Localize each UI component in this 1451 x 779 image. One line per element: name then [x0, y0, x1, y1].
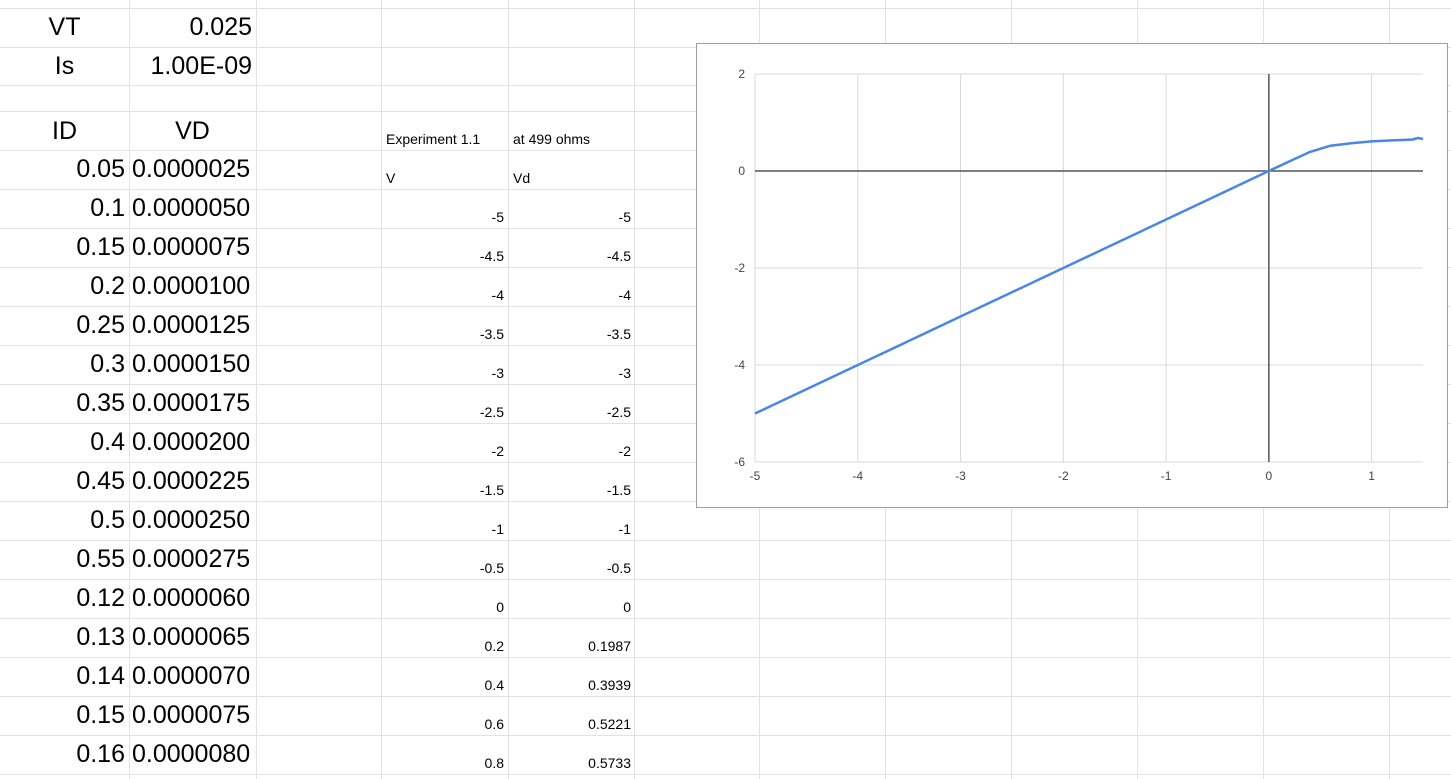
vd-cell[interactable]: 0.0000080 — [132, 740, 251, 768]
v-header-cell[interactable]: V — [386, 170, 396, 186]
v-cell[interactable]: -1 — [491, 521, 504, 537]
v-cell[interactable]: 0.4 — [484, 677, 504, 693]
id-cell[interactable]: 0.1 — [90, 194, 125, 222]
id-cell[interactable]: 0.15 — [76, 701, 125, 729]
vd-col-header-cell[interactable]: Vd — [513, 170, 531, 186]
x-tick-label: 1 — [1368, 469, 1375, 483]
v-cell[interactable]: -4 — [491, 287, 504, 303]
v-cell[interactable]: -0.5 — [479, 560, 504, 576]
y-tick-label: -6 — [734, 455, 745, 469]
vd-value-cell[interactable]: -3.5 — [606, 326, 631, 342]
vd-cell[interactable]: 0.0000025 — [132, 155, 251, 183]
vd-cell[interactable]: 0.0000150 — [132, 350, 251, 378]
id-cell[interactable]: 0.05 — [76, 155, 125, 183]
id-cell[interactable]: 0.12 — [76, 584, 125, 612]
id-cell[interactable]: 0.13 — [76, 623, 125, 651]
v-cell[interactable]: 0.2 — [484, 638, 504, 654]
v-cell[interactable]: -2.5 — [479, 404, 504, 420]
x-tick-label: 0 — [1266, 469, 1273, 483]
vd-cell[interactable]: 0.0000175 — [132, 389, 251, 417]
vt-value-cell[interactable]: 0.025 — [189, 12, 252, 41]
experiment-title-cell[interactable]: Experiment 1.1 — [386, 131, 481, 147]
vd-cell[interactable]: 0.0000050 — [132, 194, 251, 222]
y-tick-label: -2 — [734, 261, 745, 275]
id-header-cell[interactable]: ID — [52, 116, 77, 145]
v-cell[interactable]: 0.6 — [484, 716, 504, 732]
is-value-cell[interactable]: 1.00E-09 — [150, 51, 252, 80]
vd-cell[interactable]: 0.0000100 — [132, 272, 251, 300]
vd-cell[interactable]: 0.0000075 — [132, 701, 251, 729]
y-tick-label: 2 — [738, 67, 745, 81]
id-cell[interactable]: 0.4 — [90, 428, 125, 456]
v-cell[interactable]: -4.5 — [479, 248, 504, 264]
x-tick-label: -3 — [955, 469, 966, 483]
id-cell[interactable]: 0.5 — [90, 506, 125, 534]
vd-value-cell[interactable]: -3 — [618, 365, 631, 381]
vd-value-cell[interactable]: -1.5 — [606, 482, 631, 498]
vd-value-cell[interactable]: -4.5 — [606, 248, 631, 264]
v-cell[interactable]: -5 — [491, 209, 504, 225]
vd-value-cell[interactable]: 0 — [623, 599, 631, 615]
v-cell[interactable]: -2 — [491, 443, 504, 459]
line-chart[interactable]: -5 -4 -3 -2 -1 0 1 2 0 -2 -4 -6 — [696, 43, 1448, 508]
v-cell[interactable]: -3.5 — [479, 326, 504, 342]
vd-value-cell[interactable]: -4 — [618, 287, 631, 303]
vd-cell[interactable]: 0.0000070 — [132, 662, 251, 690]
vd-cell[interactable]: 0.0000065 — [132, 623, 251, 651]
vd-value-cell[interactable]: 0.5733 — [588, 755, 631, 771]
vd-value-cell[interactable]: -2 — [618, 443, 631, 459]
id-cell[interactable]: 0.14 — [76, 662, 125, 690]
vd-value-cell[interactable]: 0.3939 — [588, 677, 631, 693]
id-cell[interactable]: 0.15 — [76, 233, 125, 261]
vd-cell[interactable]: 0.0000275 — [132, 545, 251, 573]
id-cell[interactable]: 0.3 — [90, 350, 125, 378]
vd-cell[interactable]: 0.0000125 — [132, 311, 251, 339]
chart-plot: -5 -4 -3 -2 -1 0 1 2 0 -2 -4 -6 — [734, 67, 1424, 483]
x-tick-label: -1 — [1161, 469, 1172, 483]
is-label-cell[interactable]: Is — [54, 51, 75, 80]
id-cell[interactable]: 0.2 — [90, 272, 125, 300]
vd-cell[interactable]: 0.0000250 — [132, 506, 251, 534]
x-tick-label: -5 — [750, 469, 761, 483]
y-tick-label: -4 — [734, 358, 745, 372]
vt-label-cell[interactable]: VT — [48, 12, 81, 41]
experiment-subtitle-cell[interactable]: at 499 ohms — [513, 131, 591, 147]
series-line — [754, 136, 1424, 415]
vd-cell[interactable]: 0.0000225 — [132, 467, 251, 495]
vd-header-cell[interactable]: VD — [175, 116, 210, 145]
vd-value-cell[interactable]: 0.1987 — [588, 638, 631, 654]
id-cell[interactable]: 0.16 — [76, 740, 125, 768]
id-cell[interactable]: 0.45 — [76, 467, 125, 495]
vd-cell[interactable]: 0.0000200 — [132, 428, 251, 456]
vd-value-cell[interactable]: 0.5221 — [588, 716, 631, 732]
y-tick-label: 0 — [738, 164, 745, 178]
x-tick-label: -2 — [1058, 469, 1069, 483]
vd-value-cell[interactable]: -1 — [618, 521, 631, 537]
x-tick-label: -4 — [852, 469, 863, 483]
id-cell[interactable]: 0.25 — [76, 311, 125, 339]
id-cell[interactable]: 0.55 — [76, 545, 125, 573]
vd-cell[interactable]: 0.0000075 — [132, 233, 251, 261]
vd-value-cell[interactable]: -2.5 — [606, 404, 631, 420]
id-cell[interactable]: 0.35 — [76, 389, 125, 417]
v-cell[interactable]: 0 — [496, 599, 504, 615]
vd-value-cell[interactable]: -0.5 — [606, 560, 631, 576]
v-cell[interactable]: -3 — [491, 365, 504, 381]
v-cell[interactable]: -1.5 — [479, 482, 504, 498]
vd-value-cell[interactable]: -5 — [618, 209, 631, 225]
v-cell[interactable]: 0.8 — [484, 755, 504, 771]
vd-cell[interactable]: 0.0000060 — [132, 584, 251, 612]
